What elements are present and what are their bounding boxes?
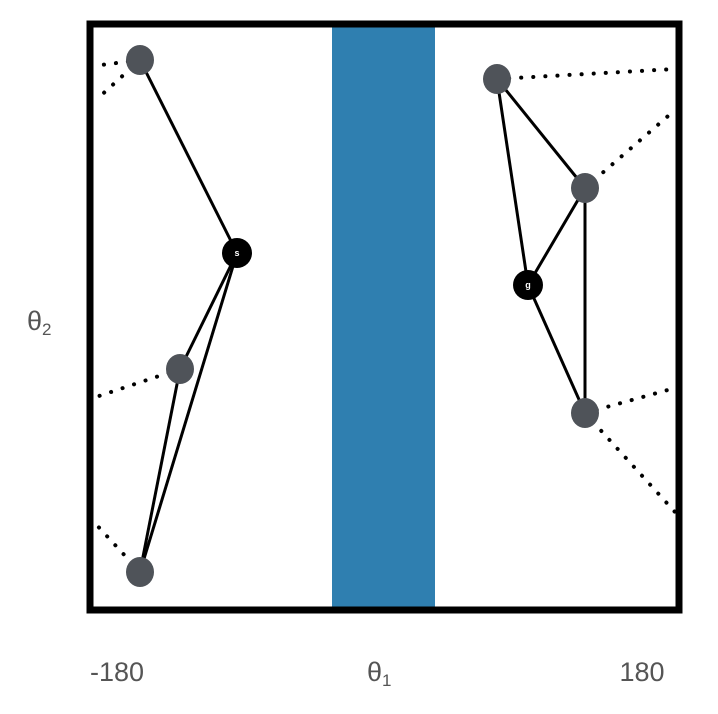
sample-nodes — [126, 45, 599, 587]
y-axis-symbol: θ — [27, 306, 42, 336]
edge — [526, 284, 587, 414]
sample-node — [483, 64, 511, 94]
y-axis-subscript: 2 — [42, 320, 51, 339]
start-node: s — [222, 238, 252, 268]
x-axis-subscript: 1 — [382, 671, 391, 690]
goal-node-label: g — [525, 280, 531, 290]
plot-frame — [86, 20, 683, 614]
sample-node — [571, 173, 599, 203]
edge — [495, 78, 587, 189]
sample-node — [571, 398, 599, 428]
goal-node: g — [513, 270, 543, 300]
wrap-edge — [94, 58, 142, 102]
edge — [138, 59, 239, 254]
x-axis-min-label: -180 — [90, 657, 144, 687]
wrap-edge — [583, 108, 677, 190]
edge — [495, 78, 530, 286]
wrap-edge — [583, 411, 677, 514]
start-node-label: s — [234, 248, 239, 258]
edge — [178, 252, 239, 370]
roadmap-edges — [138, 59, 587, 573]
edge — [138, 368, 182, 573]
edge — [138, 252, 239, 573]
y-axis-label: θ2 — [27, 306, 52, 339]
obstacle-region — [332, 26, 435, 608]
sample-node — [166, 354, 194, 384]
wrap-edge — [583, 386, 677, 415]
x-axis-max-label: 180 — [619, 657, 664, 687]
wrap-edge — [91, 58, 142, 68]
edge — [526, 187, 587, 286]
x-axis-symbol: θ — [367, 657, 382, 687]
x-axis-label: θ1 — [367, 657, 392, 690]
sample-node — [126, 45, 154, 75]
sample-node — [126, 557, 154, 587]
